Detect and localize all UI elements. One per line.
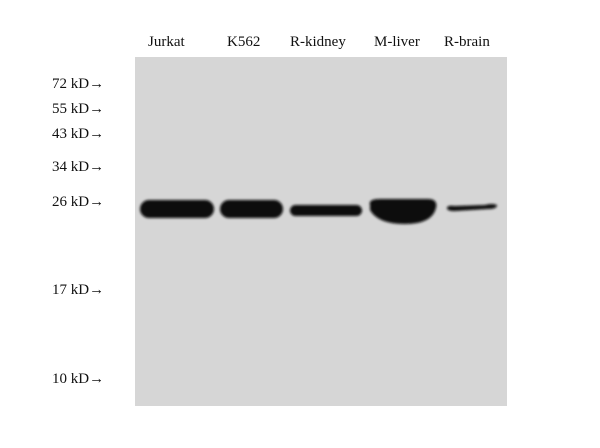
membrane bbox=[135, 57, 507, 406]
marker-34kd: 34 kD→ bbox=[52, 159, 105, 175]
band-jurkat bbox=[140, 200, 214, 218]
marker-10kd: 10 kD→ bbox=[52, 371, 105, 387]
band-k562 bbox=[220, 200, 283, 218]
lane-label-r-kidney: R-kidney bbox=[290, 34, 346, 50]
lane-label-k562: K562 bbox=[227, 34, 261, 50]
band-r-kidney bbox=[290, 205, 362, 216]
marker-26kd: 26 kD→ bbox=[52, 194, 105, 210]
lane-label-jurkat: Jurkat bbox=[148, 34, 185, 50]
marker-55kd: 55 kD→ bbox=[52, 101, 105, 117]
band-m-liver bbox=[369, 199, 437, 224]
lane-label-r-brain: R-brain bbox=[444, 34, 490, 50]
band-r-brain bbox=[447, 204, 497, 211]
marker-43kd: 43 kD→ bbox=[52, 126, 105, 142]
marker-17kd: 17 kD→ bbox=[52, 282, 105, 298]
lane-label-m-liver: M-liver bbox=[374, 34, 420, 50]
marker-72kd: 72 kD→ bbox=[52, 76, 105, 92]
